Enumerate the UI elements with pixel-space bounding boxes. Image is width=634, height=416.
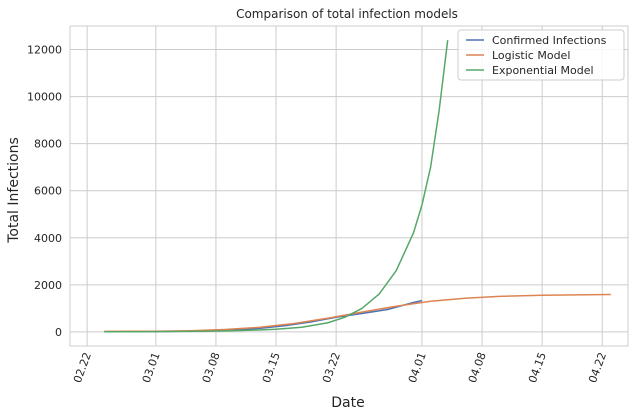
y-tick-label: 12000 <box>27 44 62 57</box>
x-tick-label: 04.08 <box>466 351 489 385</box>
y-tick-label: 8000 <box>34 138 62 151</box>
x-tick-label: 04.22 <box>586 351 609 385</box>
y-axis-title: Total Infections <box>6 137 22 244</box>
legend-label: Exponential Model <box>492 64 594 77</box>
x-tick-label: 03.15 <box>260 351 283 385</box>
x-tick-label: 03.22 <box>320 351 343 385</box>
series-lines <box>104 40 611 333</box>
legend: Confirmed Infections Logistic Model Expone… <box>457 29 625 81</box>
legend-label: Logistic Model <box>492 49 570 62</box>
x-tick-label: 03.08 <box>200 351 223 385</box>
y-tick-label: 10000 <box>27 91 62 104</box>
x-tick-label: 04.15 <box>526 351 549 385</box>
y-tick-label: 4000 <box>34 232 62 245</box>
plot-frame <box>69 25 629 347</box>
legend-label: Confirmed Infections <box>492 34 607 47</box>
series-line-1 <box>104 293 611 333</box>
tick-labels: 0 2000 4000 6000 8000 10000 12000 02.22 03.01 03.… <box>27 44 609 385</box>
grid <box>70 26 628 346</box>
y-tick-label: 6000 <box>34 185 62 198</box>
y-tick-label: 2000 <box>34 279 62 292</box>
legend-box <box>457 29 625 81</box>
x-tick-label: 02.22 <box>71 351 94 385</box>
x-tick-label: 03.01 <box>140 351 163 385</box>
series-line-2 <box>104 40 449 333</box>
x-axis-title: Date <box>331 395 364 411</box>
chart-title: Comparison of total infection models <box>236 7 458 21</box>
x-tick-label: 04.01 <box>406 351 429 385</box>
y-tick-label: 0 <box>55 326 62 339</box>
